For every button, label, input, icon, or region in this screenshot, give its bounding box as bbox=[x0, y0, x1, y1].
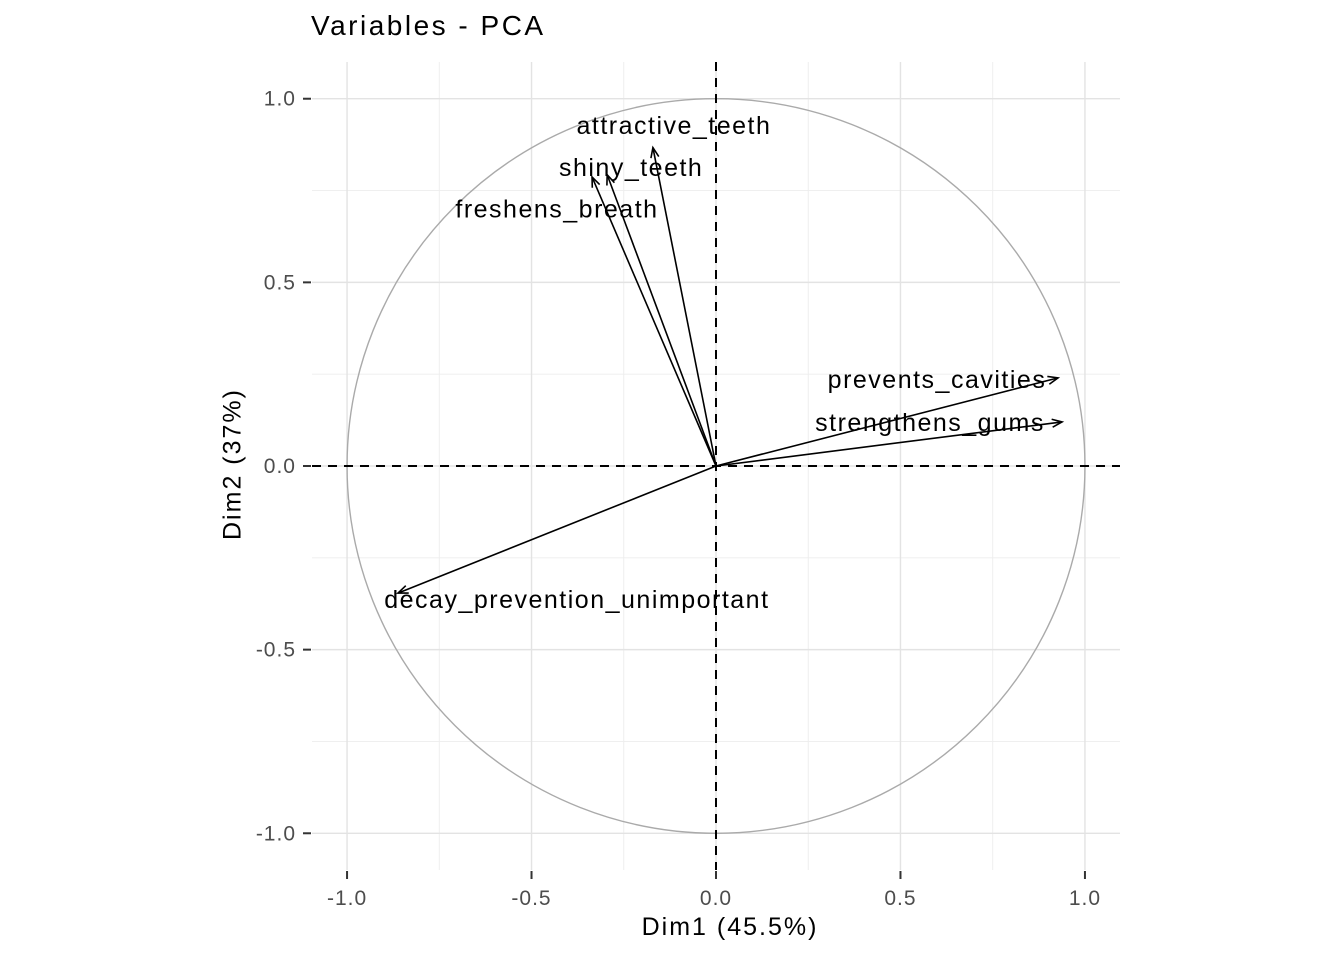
variable-label-strengthens_gums: strengthens_gums bbox=[815, 409, 1045, 437]
x-tick-label: 0.0 bbox=[700, 887, 732, 910]
x-axis-title: Dim1 (45.5%) bbox=[641, 913, 819, 941]
x-tick-label: 0.5 bbox=[884, 887, 916, 910]
variable-label-attractive_teeth: attractive_teeth bbox=[576, 112, 771, 140]
variable-arrow-decay_prevention_unimportant bbox=[395, 465, 717, 594]
variable-label-freshens_breath: freshens_breath bbox=[455, 195, 658, 223]
variable-arrow-shiny_teeth bbox=[606, 172, 717, 467]
x-tick-label: -0.5 bbox=[511, 887, 551, 910]
chart-title: Variables - PCA bbox=[311, 10, 546, 41]
y-tick-label: 0.5 bbox=[264, 271, 296, 294]
variable-arrow-attractive_teeth bbox=[650, 145, 717, 467]
variable-arrow-freshens_breath bbox=[591, 174, 717, 467]
y-tick-label: -0.5 bbox=[256, 639, 296, 662]
variable-arrow-prevents_cavities bbox=[715, 375, 1061, 467]
variable-label-decay_prevention_unimportant: decay_prevention_unimportant bbox=[384, 586, 769, 614]
variable-label-prevents_cavities: prevents_cavities bbox=[828, 366, 1047, 394]
variable-label-shiny_teeth: shiny_teeth bbox=[559, 154, 703, 182]
y-tick-label: -1.0 bbox=[256, 822, 296, 845]
y-axis-title: Dim2 (37%) bbox=[218, 388, 247, 540]
x-tick-label: 1.0 bbox=[1069, 887, 1101, 910]
y-tick-label: 0.0 bbox=[264, 455, 296, 478]
variable-arrow-strengthens_gums bbox=[715, 418, 1065, 467]
y-tick-label: 1.0 bbox=[264, 88, 296, 111]
x-tick-label: -1.0 bbox=[327, 887, 367, 910]
